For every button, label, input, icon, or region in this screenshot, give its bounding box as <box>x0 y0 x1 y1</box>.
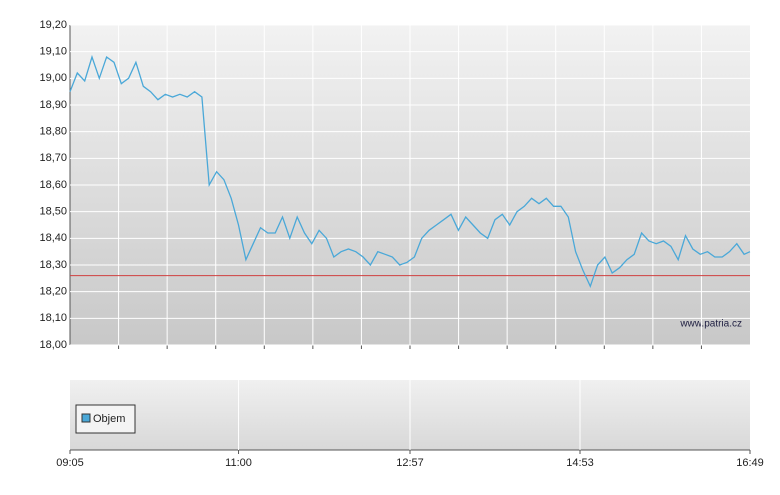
y-tick-label: 18,60 <box>39 179 67 191</box>
y-tick-label: 18,90 <box>39 99 67 111</box>
y-tick-label: 19,10 <box>39 46 67 58</box>
y-tick-label: 18,10 <box>39 312 67 324</box>
legend-swatch <box>81 413 91 423</box>
x-tick-label: 11:00 <box>225 457 252 469</box>
y-tick-label: 18,20 <box>39 286 67 298</box>
y-tick-label: 18,00 <box>39 339 67 351</box>
y-tick-label: 18,50 <box>39 206 67 218</box>
price-line <box>69 54 751 289</box>
y-tick-label: 18,40 <box>39 232 67 244</box>
legend-label: Objem <box>93 413 125 425</box>
y-tick-label: 18,80 <box>39 126 67 138</box>
y-tick-label: 18,70 <box>39 152 67 164</box>
y-tick-label: 18,30 <box>39 259 67 271</box>
x-tick-label: 12:57 <box>396 457 424 469</box>
y-tick-label: 19,00 <box>39 72 67 84</box>
x-tick-label: 09:05 <box>56 457 84 469</box>
legend-box <box>75 404 136 434</box>
x-tick-label: 16:49 <box>736 457 764 469</box>
x-tick-label: 14:53 <box>566 457 594 469</box>
y-tick-label: 19,20 <box>39 19 67 31</box>
watermark: www.patria.cz <box>679 319 742 330</box>
